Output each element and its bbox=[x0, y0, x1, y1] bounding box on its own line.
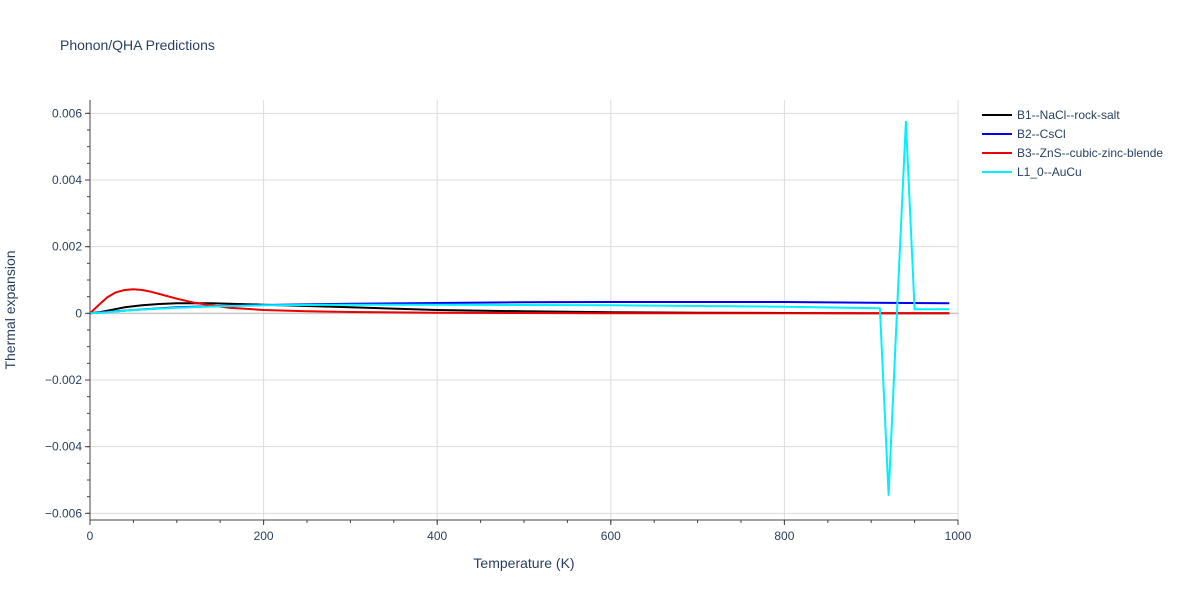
legend-item[interactable]: B3--ZnS--cubic-zinc-blende bbox=[982, 146, 1163, 160]
y-tick-label: 0.006 bbox=[52, 106, 82, 120]
legend-item[interactable]: L1_0--AuCu bbox=[982, 165, 1082, 179]
y-tick-label: −0.002 bbox=[45, 373, 82, 387]
series-line-2 bbox=[89, 288, 950, 315]
plot-area bbox=[89, 120, 950, 496]
y-tick-label: 0.004 bbox=[52, 173, 82, 187]
legend-label: B2--CsCl bbox=[1017, 127, 1066, 141]
legend[interactable]: B1--NaCl--rock-salt B2--CsCl B3--ZnS--cubi… bbox=[982, 108, 1163, 179]
y-tick-label: −0.006 bbox=[45, 506, 82, 520]
chart-title: Phonon/QHA Predictions bbox=[60, 37, 215, 53]
series-line-3 bbox=[89, 120, 950, 496]
y-tick-label: 0.002 bbox=[52, 240, 82, 254]
y-tick-label: −0.004 bbox=[45, 440, 82, 454]
y-axis-title: Thermal expansion bbox=[2, 250, 18, 369]
x-tick-label: 600 bbox=[601, 529, 621, 543]
legend-label: B3--ZnS--cubic-zinc-blende bbox=[1017, 146, 1163, 160]
x-tick-label: 1000 bbox=[945, 529, 972, 543]
legend-label: L1_0--AuCu bbox=[1017, 165, 1082, 179]
legend-item[interactable]: B2--CsCl bbox=[982, 127, 1066, 141]
x-tick-label: 800 bbox=[774, 529, 794, 543]
x-tick-label: 0 bbox=[87, 529, 94, 543]
x-tick-label: 200 bbox=[254, 529, 274, 543]
grid bbox=[90, 100, 959, 520]
axes: 0 200 400 600 800 1000 −0.006 −0.004 −0.002 0 0.00… bbox=[45, 100, 972, 543]
legend-item[interactable]: B1--NaCl--rock-salt bbox=[982, 108, 1120, 122]
x-axis-title: Temperature (K) bbox=[473, 555, 574, 571]
y-tick-label: 0 bbox=[75, 306, 82, 320]
x-tick-label: 400 bbox=[427, 529, 447, 543]
legend-label: B1--NaCl--rock-salt bbox=[1017, 108, 1120, 122]
